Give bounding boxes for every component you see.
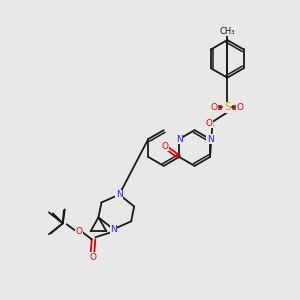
Text: S: S xyxy=(224,102,231,112)
Text: N: N xyxy=(176,135,182,144)
Text: O: O xyxy=(211,103,218,112)
Text: O: O xyxy=(89,253,96,262)
Text: O: O xyxy=(75,227,82,236)
Text: O: O xyxy=(206,119,213,128)
Text: O: O xyxy=(162,142,169,151)
Text: O: O xyxy=(237,103,244,112)
Text: CH₃: CH₃ xyxy=(220,27,235,36)
Text: N: N xyxy=(207,135,213,144)
Text: N: N xyxy=(110,225,117,234)
Text: N: N xyxy=(116,190,123,199)
